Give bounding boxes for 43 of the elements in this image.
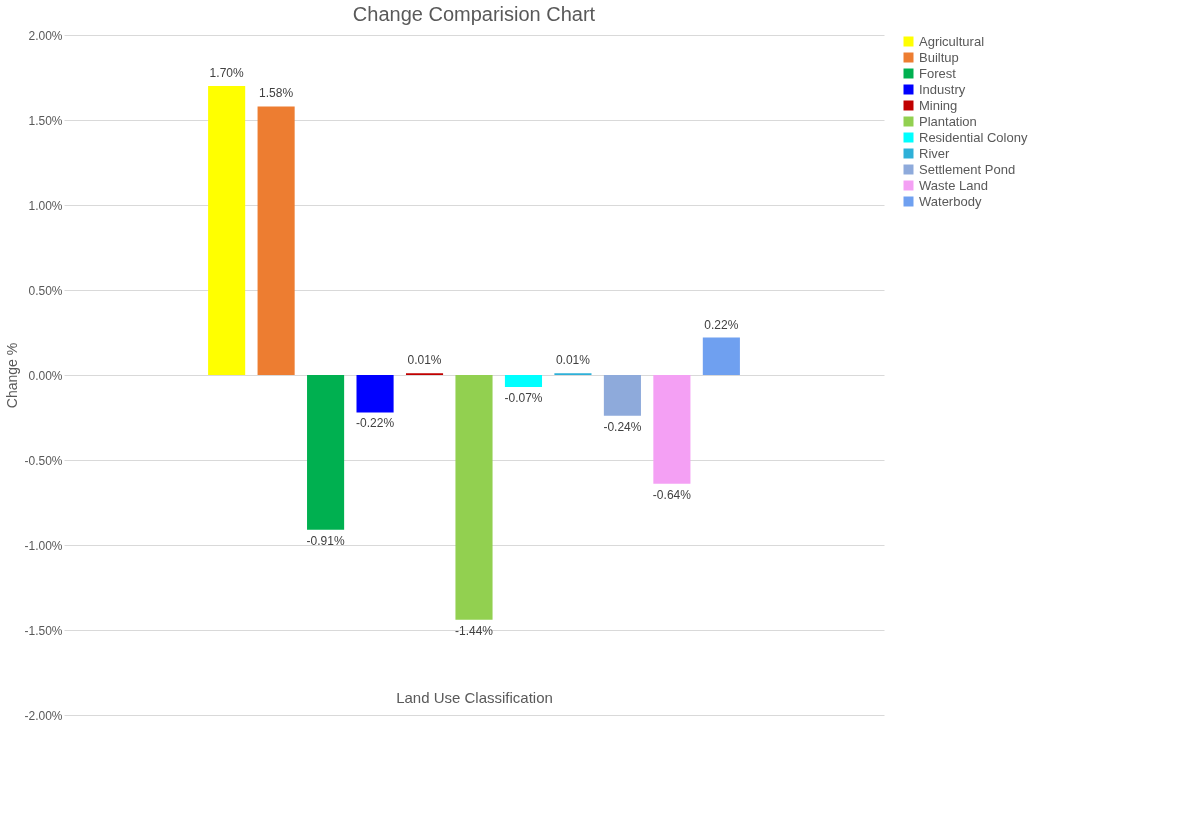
bar (455, 375, 493, 620)
bar (702, 337, 740, 375)
bar (257, 106, 295, 375)
legend-label: Industry (919, 81, 966, 97)
data-label: 0.01% (555, 353, 591, 368)
data-label: -1.44% (454, 623, 494, 638)
legend-label: Builtup (919, 49, 959, 65)
y-tick-label: -0.50% (24, 453, 63, 468)
y-tick-label: -2.00% (24, 708, 63, 723)
legend-label: Residential Colony (919, 129, 1028, 145)
y-tick-label: 0.50% (28, 283, 63, 298)
y-tick-label: -1.00% (24, 538, 63, 553)
y-tick-label: -1.50% (24, 623, 63, 638)
y-tick-label: 2.00% (28, 28, 63, 43)
legend-label: Forest (919, 65, 957, 81)
bar (307, 375, 345, 530)
bar (653, 375, 691, 484)
data-label: -0.22% (356, 416, 395, 431)
bar (356, 375, 394, 413)
chart-title: Change Comparision Chart (352, 3, 596, 25)
legend-label: Agricultural (919, 33, 985, 49)
data-label: 0.01% (407, 353, 442, 368)
legend-label: Waterbody (919, 193, 982, 209)
data-label: -0.91% (306, 533, 345, 548)
legend-label: River (919, 145, 951, 161)
legend-label: Plantation (919, 113, 977, 129)
y-tick-label: 1.00% (28, 198, 63, 213)
y-axis-title: Change % (4, 342, 21, 409)
data-label: -0.07% (504, 390, 543, 405)
legend-label: Mining (919, 97, 958, 113)
legend-label: Settlement Pond (919, 161, 1016, 177)
bar (603, 375, 641, 416)
y-tick-label: 1.50% (28, 113, 63, 128)
data-label: 1.58% (259, 86, 294, 101)
bar (504, 375, 543, 387)
data-label: 1.70% (209, 66, 244, 80)
data-label: 0.22% (704, 317, 739, 332)
y-tick-label: 0.00% (28, 368, 63, 383)
data-label: -0.24% (603, 419, 642, 434)
bar (208, 86, 246, 375)
x-axis-title: Land Use Classification (396, 688, 553, 706)
data-label: -0.64% (652, 487, 692, 502)
legend-label: Waste Land (919, 177, 988, 193)
